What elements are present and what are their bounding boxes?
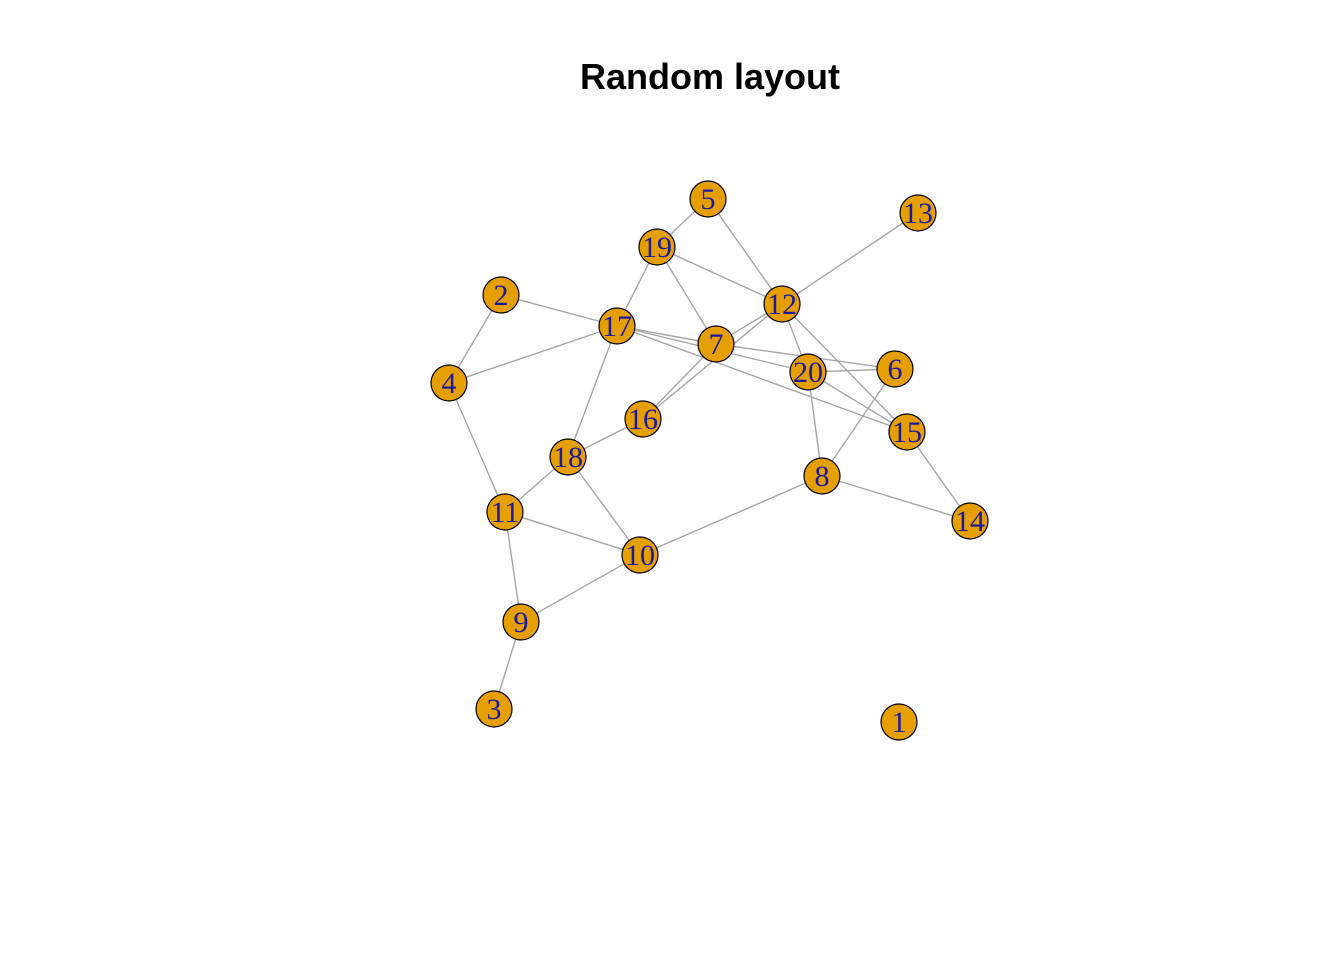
edge-4-11 (448, 382, 506, 513)
node-circle (899, 194, 937, 232)
node-15: 15 (888, 413, 926, 451)
node-5: 5 (689, 180, 727, 218)
node-11: 11 (486, 493, 524, 531)
node-label: 6 (888, 353, 903, 386)
node-label: 2 (494, 279, 509, 312)
node-circle (502, 603, 540, 641)
edge-8-10 (639, 475, 823, 556)
node-label: 10 (625, 539, 655, 572)
node-19: 19 (638, 228, 676, 266)
node-12: 12 (763, 285, 801, 323)
node-label: 17 (602, 310, 632, 343)
edge-12-15 (781, 303, 908, 433)
node-circle (624, 400, 662, 438)
node-label: 18 (553, 441, 583, 474)
node-label: 12 (767, 288, 797, 321)
node-3: 3 (475, 690, 513, 728)
node-circle (876, 350, 914, 388)
edge-13-12 (781, 212, 919, 305)
node-label: 5 (701, 183, 716, 216)
node-circle (951, 502, 989, 540)
node-circle (475, 690, 513, 728)
node-18: 18 (549, 438, 587, 476)
node-13: 13 (899, 194, 937, 232)
node-circle (430, 364, 468, 402)
node-label: 9 (514, 606, 529, 639)
edge-6-8 (821, 368, 896, 477)
node-circle (880, 703, 918, 741)
node-circle (888, 413, 926, 451)
node-circle (763, 285, 801, 323)
chart-title: Random layout (579, 56, 840, 97)
node-label: 11 (491, 496, 520, 529)
node-14: 14 (951, 502, 989, 540)
edge-8-14 (821, 475, 971, 522)
edge-2-17 (500, 294, 618, 327)
node-label: 4 (442, 367, 457, 400)
edge-19-7 (656, 246, 717, 345)
node-16: 16 (624, 400, 662, 438)
edge-17-15 (616, 325, 908, 433)
node-17: 17 (598, 307, 636, 345)
node-circle (803, 457, 841, 495)
edge-4-17 (448, 325, 618, 384)
node-label: 3 (487, 693, 502, 726)
node-circle (549, 438, 587, 476)
node-label: 15 (892, 416, 922, 449)
node-label: 16 (628, 403, 658, 436)
node-circle (482, 276, 520, 314)
node-circle (638, 228, 676, 266)
node-circle (621, 536, 659, 574)
node-circle (486, 493, 524, 531)
node-20: 20 (789, 353, 827, 391)
node-circle (697, 325, 735, 363)
node-label: 20 (793, 356, 823, 389)
node-6: 6 (876, 350, 914, 388)
node-1: 1 (880, 703, 918, 741)
node-label: 19 (642, 231, 672, 264)
node-circle (598, 307, 636, 345)
node-circle (689, 180, 727, 218)
edge-11-10 (504, 511, 641, 556)
node-label: 13 (903, 197, 933, 230)
edge-20-15 (807, 371, 908, 433)
edge-18-10 (567, 456, 641, 556)
edge-10-9 (520, 554, 641, 623)
node-10: 10 (621, 536, 659, 574)
node-label: 8 (815, 460, 830, 493)
node-8: 8 (803, 457, 841, 495)
node-label: 14 (955, 505, 985, 538)
edge-17-18 (567, 325, 618, 458)
node-9: 9 (502, 603, 540, 641)
node-circle (789, 353, 827, 391)
node-label: 7 (709, 328, 724, 361)
node-label: 1 (892, 706, 907, 739)
edge-5-12 (707, 198, 783, 305)
node-4: 4 (430, 364, 468, 402)
node-2: 2 (482, 276, 520, 314)
node-7: 7 (697, 325, 735, 363)
edge-19-12 (656, 246, 783, 305)
